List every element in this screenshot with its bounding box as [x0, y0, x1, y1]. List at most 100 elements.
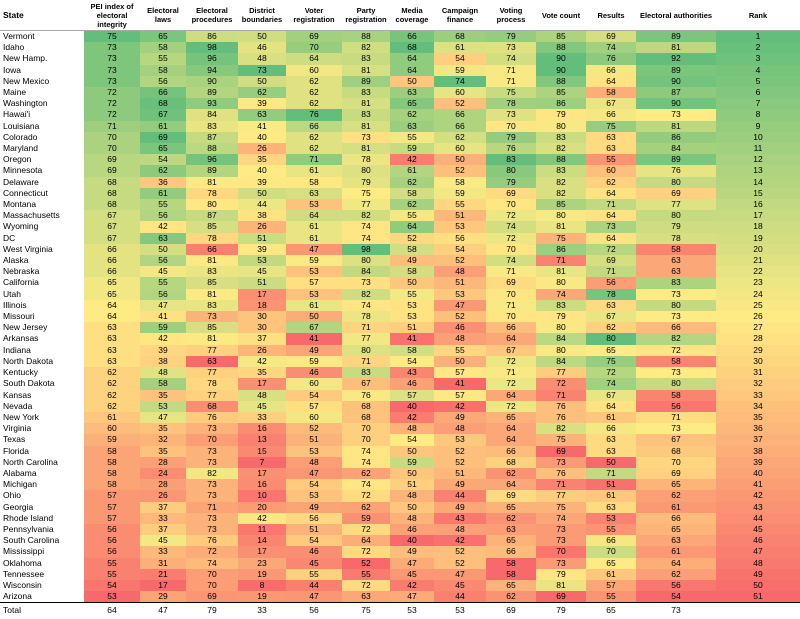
value-cell: 55 — [140, 277, 186, 289]
value-cell: 54 — [390, 434, 434, 446]
value-cell: 69 — [636, 187, 716, 200]
table-row: Oklahoma 55 31 74 23 45 52 47 52 58 73 65 64 48 — [0, 557, 800, 569]
value-cell: 17 — [238, 288, 286, 300]
value-cell: 51 — [390, 479, 434, 491]
value-cell: 54 — [286, 389, 342, 401]
value-cell: 85 — [186, 322, 238, 334]
value-cell: 39 — [716, 456, 800, 468]
column-header: Campaign finance — [434, 0, 486, 31]
value-cell: 63 — [586, 501, 636, 513]
value-cell: 75 — [84, 30, 140, 43]
value-cell: 46 — [390, 523, 434, 536]
value-cell: 83 — [342, 367, 390, 379]
value-cell: 73 — [186, 456, 238, 468]
value-cell: 69 — [140, 131, 186, 144]
value-cell: 63 — [84, 344, 140, 356]
value-cell: 13 — [238, 434, 286, 446]
value-cell: 80 — [636, 378, 716, 390]
value-cell: 64 — [486, 389, 536, 401]
value-cell: 63 — [586, 299, 636, 312]
table-row: Rhode Island 57 33 73 42 56 59 48 43 62 74 53 66 44 — [0, 512, 800, 524]
value-cell: 39 — [238, 176, 286, 188]
value-cell: 35 — [238, 367, 286, 379]
value-cell: 85 — [536, 30, 586, 43]
value-cell: 19 — [716, 232, 800, 244]
value-cell: 73 — [536, 456, 586, 468]
value-cell: 58 — [140, 64, 186, 76]
value-cell: 42 — [434, 400, 486, 412]
value-cell: 81 — [342, 64, 390, 76]
value-cell: 55 — [434, 344, 486, 356]
value-cell: 18 — [716, 221, 800, 233]
value-cell: 63 — [238, 109, 286, 121]
value-cell: 46 — [286, 546, 342, 558]
value-cell: 41 — [390, 333, 434, 345]
value-cell: 45 — [140, 266, 186, 278]
value-cell: 48 — [238, 53, 286, 65]
value-cell: 73 — [186, 423, 238, 435]
value-cell: 69 — [536, 591, 586, 603]
value-cell: 6 — [716, 87, 800, 99]
value-cell: 40 — [716, 467, 800, 480]
state-cell: Iowa — [3, 64, 21, 75]
value-cell: 66 — [286, 120, 342, 132]
table-row: California 65 55 85 51 57 73 50 51 69 80 56 83 23 — [0, 277, 800, 289]
value-cell: 51 — [716, 591, 800, 603]
value-cell: 42 — [238, 512, 286, 524]
value-cell: 66 — [434, 120, 486, 132]
value-cell: 50 — [238, 30, 286, 43]
value-cell: 62 — [286, 87, 342, 99]
value-cell: 67 — [342, 378, 390, 390]
value-cell: 74 — [486, 221, 536, 233]
value-cell: 70 — [586, 546, 636, 558]
state-cell: Minnesota — [3, 165, 43, 176]
value-cell: 51 — [286, 434, 342, 446]
value-cell: 17 — [238, 467, 286, 480]
value-cell: 47 — [140, 299, 186, 312]
value-cell: 28 — [140, 456, 186, 468]
value-cell: 37 — [140, 501, 186, 513]
value-cell: 82 — [536, 187, 586, 200]
table-row: Mississippi 56 33 72 17 46 72 49 52 66 70 70 61 47 — [0, 546, 800, 558]
value-cell: 72 — [342, 546, 390, 558]
value-cell: 62 — [636, 490, 716, 502]
value-cell: 96 — [186, 154, 238, 166]
value-cell: 64 — [586, 232, 636, 244]
value-cell: 50 — [238, 75, 286, 88]
value-cell: 73 — [186, 311, 238, 323]
value-cell: 68 — [434, 30, 486, 43]
value-cell: 53 — [286, 199, 342, 211]
value-cell: 78 — [342, 311, 390, 323]
value-cell: 80 — [536, 344, 586, 356]
column-header: Rank — [716, 0, 800, 31]
value-cell: 72 — [586, 243, 636, 256]
value-cell: 63 — [586, 131, 636, 144]
value-cell: 89 — [186, 165, 238, 177]
state-cell: Missouri — [3, 311, 35, 322]
value-cell: 73 — [536, 535, 586, 547]
value-cell: 33 — [238, 411, 286, 424]
table-row: Louisiana 71 61 83 41 66 81 63 66 70 80 75 81 9 — [0, 120, 800, 132]
value-cell: 7 — [238, 456, 286, 468]
value-cell: 69 — [84, 165, 140, 177]
value-cell: 52 — [342, 557, 390, 569]
value-cell: 50 — [716, 579, 800, 592]
value-cell: 80 — [586, 333, 636, 345]
table-row: DC 67 63 78 51 61 74 52 56 72 75 64 78 19 — [0, 232, 800, 244]
column-header: PEI index of electoral integrity — [84, 0, 140, 31]
value-cell: 40 — [238, 131, 286, 144]
value-cell: 74 — [342, 479, 390, 491]
value-cell: 90 — [536, 53, 586, 65]
value-cell: 65 — [486, 411, 536, 424]
value-cell: 73 — [186, 479, 238, 491]
value-cell: 49 — [390, 255, 434, 267]
value-cell: 66 — [140, 87, 186, 99]
state-cell: DC — [3, 232, 16, 243]
value-cell: 31 — [716, 367, 800, 379]
value-cell: 71 — [486, 266, 536, 278]
value-cell: 47 — [286, 591, 342, 603]
value-cell: 64 — [486, 479, 536, 491]
value-cell: 63 — [586, 434, 636, 446]
value-cell: 63 — [636, 266, 716, 278]
column-header: Voter registration — [286, 0, 342, 31]
